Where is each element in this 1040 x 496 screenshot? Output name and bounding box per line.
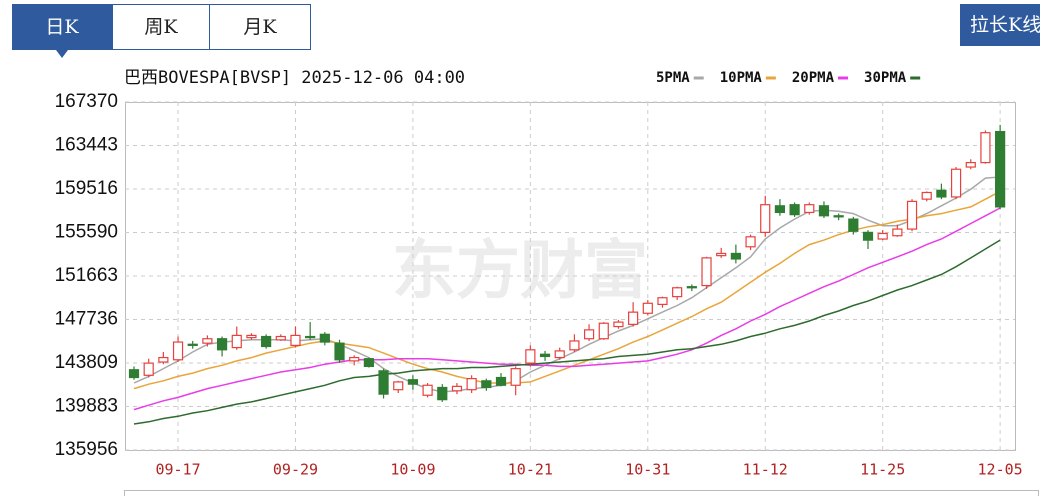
y-tick-label: 151663: [55, 265, 118, 286]
x-tick-label: 10-21: [508, 461, 553, 479]
legend-label: 30PMA: [864, 70, 907, 86]
candle-body: [848, 218, 859, 232]
chart-title: 巴西BOVESPA[BVSP] 2025-12-06 04:00: [124, 68, 465, 88]
candle-body: [774, 205, 786, 214]
candle-body: [628, 311, 639, 325]
candle-body: [672, 287, 683, 298]
y-tick-label: 155590: [55, 222, 118, 243]
tab-label[interactable]: 日K: [45, 16, 79, 38]
candle-body: [760, 204, 771, 233]
candle-body: [965, 161, 976, 168]
stretch-button-label[interactable]: 拉长K线: [970, 14, 1040, 36]
candle-body: [892, 228, 903, 237]
candle-body: [495, 376, 507, 386]
legend-label: 10PMA: [720, 70, 763, 86]
tab-pointer: [56, 50, 68, 58]
candle-body: [466, 378, 477, 391]
tab[interactable]: [112, 4, 210, 50]
candle-body: [246, 334, 257, 339]
candle-body: [569, 340, 580, 351]
candle-body: [525, 349, 536, 364]
candle-body: [451, 385, 463, 392]
candle-body: [554, 350, 565, 359]
candle-body: [701, 257, 712, 287]
ma-line: [133, 239, 1001, 425]
stretch-button[interactable]: [960, 4, 1040, 46]
x-tick-label: 10-31: [625, 461, 670, 479]
watermark: 东方财富: [392, 235, 648, 309]
candle-body: [510, 368, 521, 386]
candle-body: [936, 189, 947, 198]
candle-body: [745, 236, 756, 248]
candle-body: [598, 322, 609, 340]
candle-body: [349, 356, 360, 362]
candle-body: [158, 356, 169, 363]
candle-body: [172, 341, 184, 361]
tab[interactable]: [209, 4, 311, 50]
candle-body: [334, 342, 345, 361]
candle-body: [539, 353, 551, 358]
candle-body: [950, 168, 962, 198]
candle-body: [128, 369, 140, 379]
x-tick-label: 11-25: [860, 461, 905, 479]
candle-body: [231, 334, 242, 349]
y-tick-label: 135956: [55, 439, 118, 460]
tab-active[interactable]: [12, 4, 112, 50]
x-tick-label: 12-05: [978, 461, 1023, 479]
ma-line: [133, 207, 1001, 411]
x-tick-label: 10-09: [390, 461, 435, 479]
candle-body: [407, 379, 419, 385]
candle-body: [422, 384, 433, 396]
candle-body: [378, 370, 389, 395]
x-tick-label: 09-17: [155, 461, 200, 479]
tab-label[interactable]: 周K: [144, 16, 178, 38]
y-tick-label: 147736: [55, 309, 118, 330]
y-tick-label: 139883: [55, 396, 118, 417]
candle-body: [716, 252, 727, 257]
candle-body: [789, 204, 800, 216]
x-tick-label: 09-29: [273, 461, 318, 479]
candle-body: [216, 338, 228, 351]
candle-body: [305, 335, 316, 339]
y-tick-label: 167370: [55, 91, 118, 112]
candle-body: [143, 362, 154, 376]
candle-body: [995, 130, 1006, 208]
candle-body: [804, 204, 815, 214]
tab-label[interactable]: 月K: [243, 16, 277, 38]
candle-body: [906, 200, 918, 230]
candle-body: [730, 252, 741, 260]
candle-body: [583, 329, 595, 340]
candle-body: [202, 338, 213, 344]
candle-body: [437, 386, 448, 401]
candle-body: [393, 381, 404, 391]
candle-body: [657, 297, 668, 305]
candle-body: [642, 302, 653, 314]
candle-body: [290, 334, 301, 346]
candle-body: [818, 205, 830, 217]
x-tick-label: 11-12: [743, 461, 788, 479]
candle-body: [877, 232, 888, 240]
legend-label: 20PMA: [792, 70, 835, 86]
y-tick-label: 159516: [55, 178, 118, 199]
candle-body: [686, 286, 697, 289]
candle-body: [187, 343, 198, 346]
candle-body: [613, 321, 624, 328]
candle-body: [363, 358, 374, 368]
legend-label: 5PMA: [656, 70, 690, 86]
candle-body: [261, 335, 272, 348]
y-tick-label: 163443: [55, 135, 118, 156]
candle-body: [862, 231, 874, 241]
y-tick-label: 143809: [55, 352, 118, 373]
candle-body: [980, 132, 991, 164]
candle-body: [921, 191, 932, 200]
candle-body: [481, 380, 492, 389]
candle-body: [319, 333, 330, 343]
candle-body: [833, 215, 844, 218]
candle-body: [275, 335, 286, 341]
lower-panel-frame: [124, 490, 1039, 496]
